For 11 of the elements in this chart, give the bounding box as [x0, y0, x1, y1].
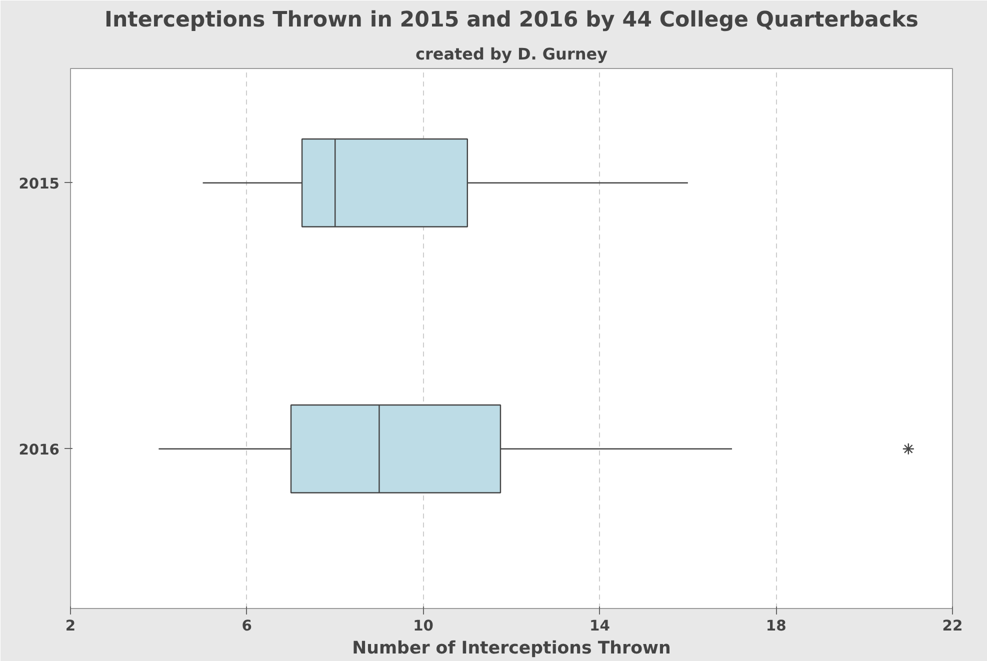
x-tick-label: 18: [766, 618, 786, 634]
y-tick-label: 2015: [18, 175, 60, 192]
x-tick-label: 6: [242, 618, 252, 634]
x-axis-title: Number of Interceptions Thrown: [352, 638, 671, 658]
x-tick-label: 14: [590, 618, 610, 634]
x-tick-label: 22: [942, 618, 963, 634]
y-tick-label: 2016: [18, 441, 60, 458]
chart-subtitle: created by D. Gurney: [415, 44, 608, 64]
x-tick-label: 2: [65, 618, 76, 634]
chart-title: Interceptions Thrown in 2015 and 2016 by 44 College Quarterbacks: [104, 8, 918, 32]
x-tick-label: 10: [413, 618, 434, 634]
